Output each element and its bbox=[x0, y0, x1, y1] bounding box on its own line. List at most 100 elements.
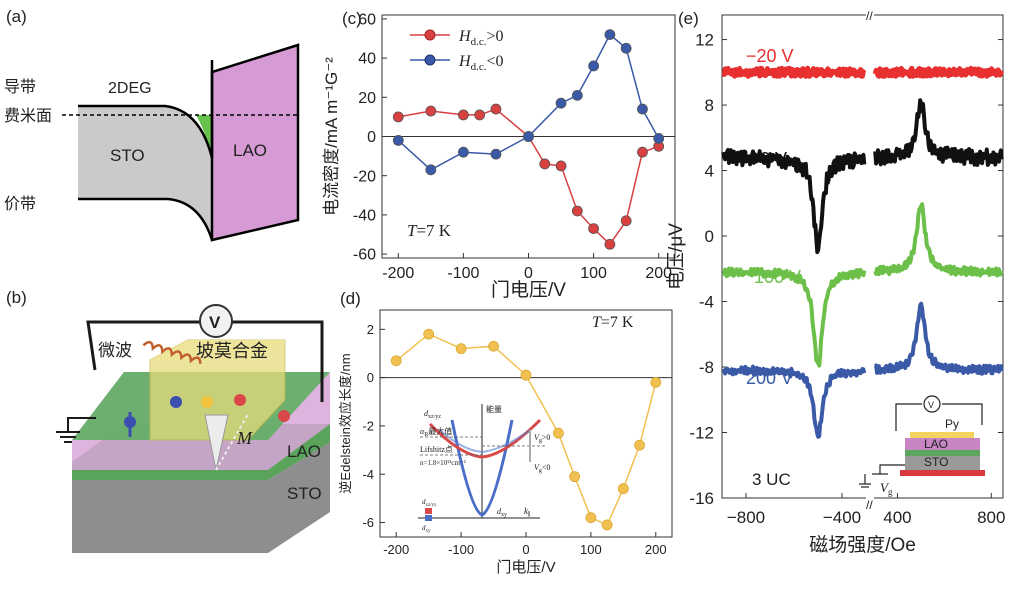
x-tick-label: -100 bbox=[447, 265, 479, 282]
inset-lao-layer bbox=[905, 438, 980, 450]
inset-d-top: dxz/yz bbox=[424, 409, 441, 420]
voltmeter-wire-right bbox=[232, 320, 324, 402]
data-point bbox=[569, 471, 581, 483]
y-tick-label: 0 bbox=[705, 227, 714, 246]
device-schematic-inset: V Py LAO STO Vg bbox=[859, 395, 985, 497]
data-point bbox=[555, 97, 567, 109]
x-tick-label: 200 bbox=[645, 265, 672, 282]
data-point bbox=[555, 160, 567, 172]
microwave-label: 微波 bbox=[98, 341, 132, 360]
spectrum-line-negative-field bbox=[721, 266, 867, 368]
conduction-band-curve bbox=[78, 104, 214, 159]
voltmeter-label: V bbox=[209, 313, 221, 332]
panel-b: (b) V 微波 坡莫合金 M LAO bbox=[6, 288, 330, 553]
data-point bbox=[455, 343, 467, 355]
sto-substrate bbox=[72, 442, 330, 553]
legend-text-pos: Hd.c.>0 bbox=[458, 28, 503, 48]
panel-e: (e) -16 -12 -8 -4 0 4 8 12 −800 −400 400 800 磁场强度/Oe… bbox=[665, 9, 1005, 556]
data-point bbox=[634, 439, 645, 451]
valence-band-label: 价带 bbox=[4, 195, 36, 213]
inset-energy-label: 能量 bbox=[486, 404, 502, 414]
series-label: −20 V bbox=[746, 46, 794, 66]
data-point bbox=[617, 483, 629, 495]
data-point bbox=[490, 103, 502, 115]
chart-e: -16 -12 -8 -4 0 4 8 12 −800 −400 400 800 磁场强度/Oe 电压/μ… bbox=[665, 14, 1005, 556]
permalloy-label: 坡莫合金 bbox=[196, 341, 268, 361]
data-point bbox=[637, 103, 648, 115]
panel-c: (c) -200 -100 0 100 200-60-40-200204060门电压/V… bbox=[322, 9, 676, 301]
chart-d-temperature: T=7 K bbox=[592, 314, 634, 331]
microwave-coil-icon bbox=[142, 340, 202, 365]
inset-k-label: k∥ bbox=[524, 506, 531, 518]
series-label: 0 V bbox=[760, 149, 787, 169]
data-point bbox=[571, 89, 583, 101]
inset-py-label: Py bbox=[945, 417, 959, 431]
spectrum-line-positive-field bbox=[872, 65, 1005, 79]
inset-voltmeter-label: V bbox=[928, 400, 934, 410]
data-point bbox=[390, 355, 402, 367]
data-point bbox=[523, 131, 534, 142]
data-point bbox=[604, 29, 616, 40]
chart-c-temperature: T=7 K bbox=[407, 221, 452, 240]
inset-lao-label: LAO bbox=[924, 437, 948, 451]
y-tick-label: -2 bbox=[362, 418, 374, 433]
data-point bbox=[588, 60, 600, 72]
axis-break-bottom: // bbox=[866, 498, 873, 512]
magnetization-axis bbox=[215, 413, 249, 471]
panel-e-label: (e) bbox=[678, 9, 699, 28]
inset-legend-red bbox=[425, 508, 432, 514]
legend-text-neg: Hd.c.<0 bbox=[458, 53, 503, 73]
chart-c-legend: Hd.c.>0 Hd.c.<0 bbox=[410, 28, 503, 73]
data-point bbox=[571, 205, 583, 217]
two-deg-region bbox=[196, 115, 212, 158]
data-point bbox=[539, 158, 551, 170]
y-tick-label: 2 bbox=[367, 322, 374, 337]
panel-d: (d) -200 -100 0 100 200 -6 -4 -2 0 2 门电压/V 逆Edelste… bbox=[338, 289, 673, 576]
lao-label-b: LAO bbox=[287, 442, 321, 461]
chart-e-frame-right bbox=[874, 14, 1004, 499]
y-axis-label: 电流密度/mA m⁻¹G⁻² bbox=[322, 57, 341, 216]
spin-electron-icon-3 bbox=[234, 394, 246, 406]
data-point bbox=[425, 105, 437, 117]
spin-electron-icon bbox=[124, 416, 136, 428]
sto-band-region bbox=[78, 106, 212, 240]
y-tick-label: -40 bbox=[353, 207, 376, 224]
y-tick-label: 0 bbox=[367, 370, 374, 385]
lao-label-a: LAO bbox=[233, 141, 267, 160]
inset-dxz-band bbox=[428, 418, 542, 459]
inset-density: n=1.8×10¹³cm⁻² bbox=[420, 459, 466, 467]
band-structure-inset: dxz/yz 能量 αR最大值 Lifshitz点 n=1.8×10¹³cm⁻²… bbox=[418, 404, 550, 534]
data-point bbox=[585, 512, 597, 524]
x-tick-label: −800 bbox=[727, 508, 765, 527]
y-tick-label: -6 bbox=[362, 515, 374, 530]
inset-dxz-band-2 bbox=[439, 429, 531, 454]
x-tick-label: 400 bbox=[883, 508, 911, 527]
panel-b-label: (b) bbox=[6, 288, 27, 307]
sample-thickness-label: 3 UC bbox=[752, 470, 791, 489]
x-tick-label: 0 bbox=[522, 542, 529, 557]
y-tick-label: 8 bbox=[705, 96, 714, 115]
spectrum-line-positive-field bbox=[873, 98, 1004, 167]
data-point bbox=[637, 146, 648, 158]
data-point bbox=[620, 42, 632, 54]
spectrum-line-positive-field bbox=[874, 301, 1004, 376]
panel-d-label: (d) bbox=[340, 289, 361, 308]
data-point bbox=[457, 109, 469, 121]
data-point bbox=[604, 238, 616, 250]
inset-gate-layer bbox=[900, 470, 985, 476]
data-point bbox=[488, 340, 499, 352]
y-tick-label: 40 bbox=[358, 51, 376, 68]
y-tick-label: 20 bbox=[358, 90, 376, 107]
inset-sto-layer bbox=[905, 456, 980, 470]
x-tick-label: 100 bbox=[580, 265, 607, 282]
data-point bbox=[650, 377, 662, 388]
inset-py-layer bbox=[910, 432, 974, 438]
y-axis-label: 逆Edelstein效应长度/nm bbox=[338, 353, 353, 493]
spin-electron-icon-2 bbox=[170, 396, 182, 408]
inset-dxy-band bbox=[450, 419, 514, 517]
data-point bbox=[425, 164, 437, 176]
y-tick-label: -12 bbox=[689, 424, 714, 443]
spin-electron-icon-5 bbox=[201, 396, 213, 408]
series-label: 200 V bbox=[746, 368, 793, 388]
